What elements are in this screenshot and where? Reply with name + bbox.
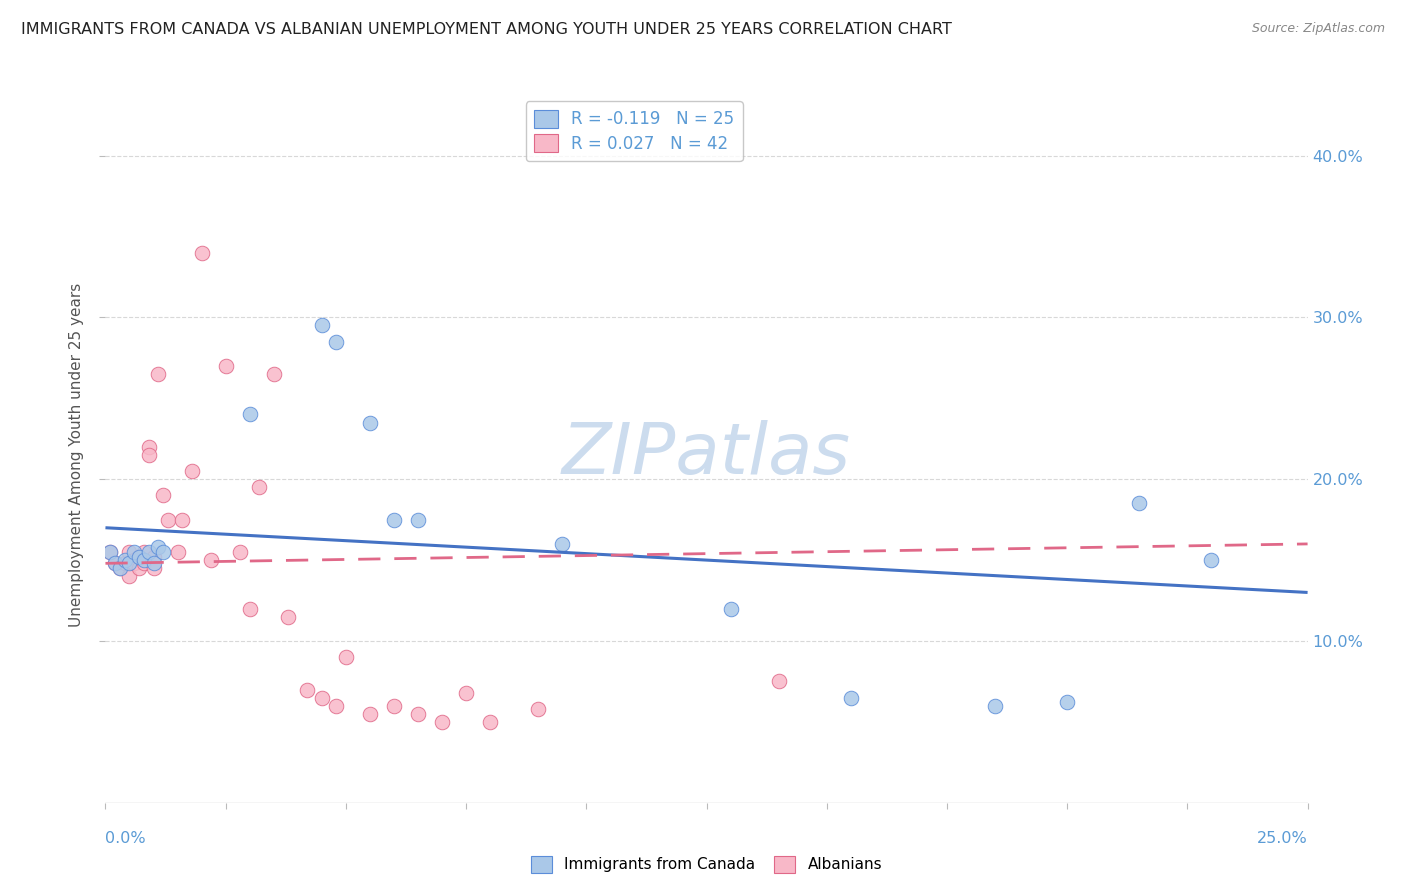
Point [118,569,141,583]
Point [247,480,270,494]
Point [128,549,150,564]
Text: 0.0%: 0.0% [105,831,146,847]
Point [454,686,477,700]
Point [984,698,1007,713]
Point [263,367,285,381]
Point [1128,496,1150,510]
Point [311,318,333,333]
Point [118,557,141,571]
Point [325,698,347,713]
Y-axis label: Unemployment Among Youth under 25 years: Unemployment Among Youth under 25 years [69,283,84,627]
Point [166,545,188,559]
Point [142,549,165,564]
Legend: Immigrants from Canada, Albanians: Immigrants from Canada, Albanians [524,850,889,879]
Point [108,561,131,575]
Point [132,557,155,571]
Point [277,609,299,624]
Point [108,561,131,575]
Point [138,448,160,462]
Point [132,545,155,559]
Point [142,557,165,571]
Point [325,334,347,349]
Point [124,553,146,567]
Point [406,513,429,527]
Point [1056,696,1078,710]
Point [430,714,453,729]
Point [335,650,357,665]
Point [359,416,381,430]
Point [311,690,333,705]
Point [98,545,121,559]
Point [200,553,222,567]
Point [152,545,174,559]
Point [114,557,136,571]
Point [479,714,502,729]
Point [768,674,790,689]
Point [128,561,150,575]
Text: IMMIGRANTS FROM CANADA VS ALBANIAN UNEMPLOYMENT AMONG YOUTH UNDER 25 YEARS CORRE: IMMIGRANTS FROM CANADA VS ALBANIAN UNEMP… [21,22,952,37]
Point [124,557,146,571]
Point [152,488,174,502]
Point [124,545,146,559]
Point [382,698,405,713]
Point [148,540,170,554]
Point [406,706,429,721]
Point [104,557,127,571]
Point [118,545,141,559]
Point [156,513,179,527]
Point [720,601,742,615]
Point [229,545,252,559]
Text: 25.0%: 25.0% [1257,831,1308,847]
Point [297,682,319,697]
Point [98,545,121,559]
Point [181,464,204,478]
Point [839,690,862,705]
Point [172,513,194,527]
Point [132,553,155,567]
Point [1201,553,1223,567]
Point [138,545,160,559]
Point [239,601,262,615]
Point [551,537,574,551]
Point [114,553,136,567]
Text: Source: ZipAtlas.com: Source: ZipAtlas.com [1251,22,1385,36]
Point [138,440,160,454]
Point [190,245,212,260]
Point [527,702,550,716]
Point [128,549,150,564]
Point [359,706,381,721]
Point [148,367,170,381]
Point [214,359,236,373]
Point [104,557,127,571]
Point [382,513,405,527]
Text: ZIPatlas: ZIPatlas [562,420,851,490]
Point [142,561,165,575]
Point [239,408,262,422]
